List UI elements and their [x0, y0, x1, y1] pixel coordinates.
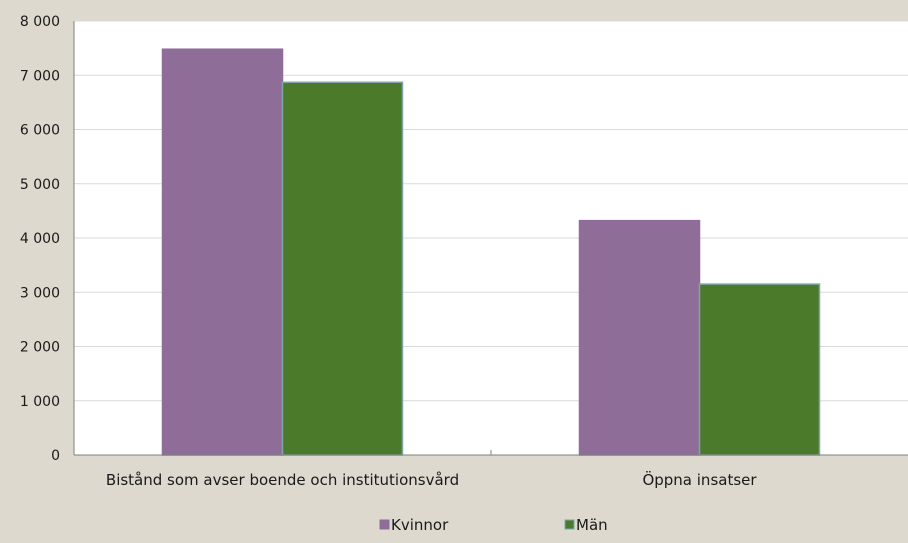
y-tick-label: 5 000: [20, 177, 60, 193]
bar-män-0: [281, 81, 404, 456]
legend-label: Män: [576, 516, 608, 534]
y-tick-label: 3 000: [20, 285, 60, 301]
bar-kvinnor-0: [161, 48, 284, 456]
category-labels: Bistånd som avser boende och institution…: [106, 470, 757, 489]
legend-swatch-kvinnor: [379, 519, 390, 530]
y-tick-label: 4 000: [20, 231, 60, 247]
y-tick-labels: 0 1 000 2 000 3 000 4 000 5 000 6 000 7 000 8 00…: [20, 14, 60, 464]
y-tick-label: 7 000: [20, 68, 60, 84]
y-tick-label: 6 000: [20, 123, 60, 139]
legend-swatch-män: [564, 519, 575, 530]
y-tick-label: 8 000: [20, 14, 60, 30]
y-tick-label: 2 000: [20, 340, 60, 356]
category-label: Öppna insatser: [642, 470, 757, 489]
bar-kvinnor-1: [578, 219, 701, 456]
bars: [161, 48, 821, 456]
category-label: Bistånd som avser boende och institution…: [106, 471, 459, 489]
legend: Kvinnor Män: [379, 516, 608, 534]
legend-label: Kvinnor: [391, 516, 449, 534]
axes: [73, 21, 908, 456]
bar-män-1: [698, 283, 821, 456]
y-tick-label: 0: [51, 448, 60, 464]
y-tick-label: 1 000: [20, 394, 60, 410]
